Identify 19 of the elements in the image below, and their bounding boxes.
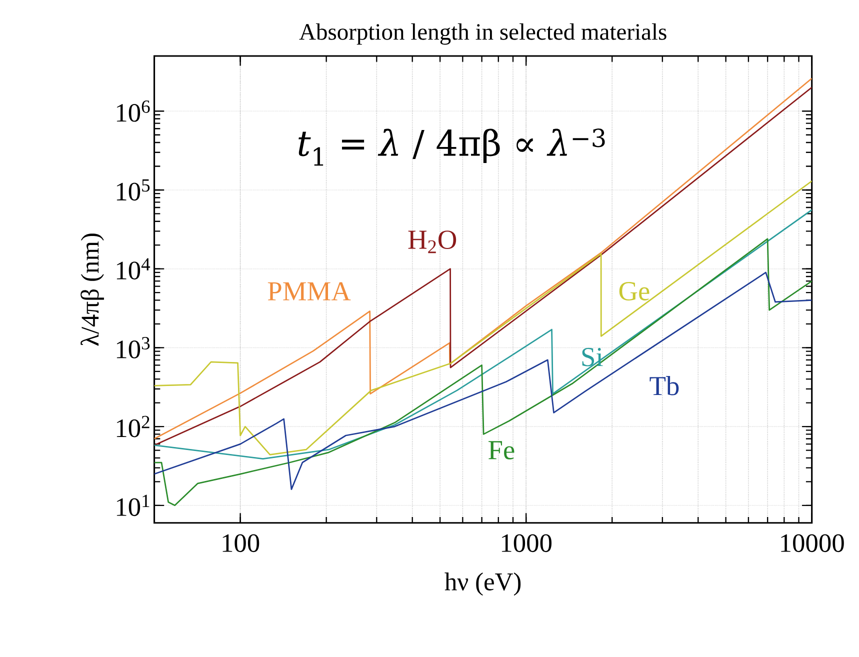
y-tick-label: 10$^{6}$	[116, 100, 150, 122]
x-axis-title: hν (eV)	[444, 572, 521, 596]
series-label: Fe	[488, 441, 514, 460]
series-label: Si	[582, 348, 603, 367]
y-tick-label: 10$^{4}$	[116, 258, 150, 280]
y-axis-title: λ/4πβ (nm)	[80, 234, 104, 346]
series-label: Ge	[619, 282, 650, 301]
y-tick-label: 10$^{2}$	[116, 416, 150, 438]
x-tick-label: 100	[222, 534, 260, 552]
x-tick-label: 1000	[502, 534, 552, 552]
series-label: H$_{2}$O	[408, 230, 456, 254]
series-label: PMMA	[268, 282, 351, 300]
x-tick-label: 10000	[781, 534, 844, 552]
series-label: Tb	[650, 376, 679, 396]
y-tick-label: 10$^{5}$	[116, 180, 150, 201]
chart-title: Absorption length in selected materials	[299, 24, 666, 45]
y-tick-label: 10$^{3}$	[116, 337, 150, 359]
annotation: t$_{1}$ = λ / 4πβ ∝ λ$^{−3}$	[298, 128, 605, 166]
y-tick-label: 10$^{1}$	[116, 494, 150, 516]
